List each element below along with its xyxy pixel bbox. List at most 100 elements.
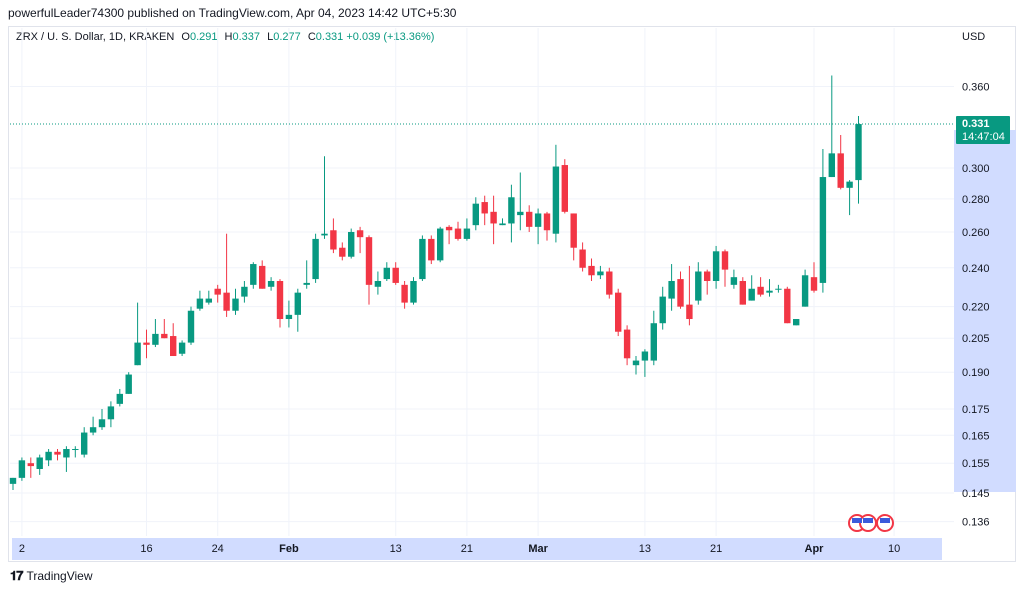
candle[interactable] <box>259 260 266 289</box>
candle[interactable] <box>63 446 70 472</box>
symbol-label[interactable]: ZRX / U. S. Dollar, 1D, KRAKEN <box>16 31 175 43</box>
candle[interactable] <box>837 134 844 190</box>
currency-label[interactable]: USD <box>962 31 986 43</box>
candle[interactable] <box>178 340 186 357</box>
candle[interactable] <box>606 267 613 299</box>
candle[interactable] <box>810 262 818 293</box>
candle[interactable] <box>267 277 275 291</box>
candle[interactable] <box>490 195 497 245</box>
candle[interactable] <box>125 372 132 394</box>
candle[interactable] <box>793 319 800 326</box>
candle[interactable] <box>775 284 782 293</box>
candle[interactable] <box>419 235 426 281</box>
candle[interactable] <box>846 180 853 216</box>
candle[interactable] <box>303 260 310 289</box>
candle[interactable] <box>730 269 738 289</box>
candle[interactable] <box>170 323 177 357</box>
candle[interactable] <box>81 427 88 458</box>
candle[interactable] <box>526 205 533 232</box>
candle[interactable] <box>98 408 106 430</box>
candle[interactable] <box>312 233 319 283</box>
candle[interactable] <box>365 235 373 305</box>
candle[interactable] <box>623 325 631 366</box>
candle[interactable] <box>18 457 26 481</box>
candle[interactable] <box>757 277 764 297</box>
candle[interactable] <box>36 454 43 475</box>
candle[interactable] <box>187 306 195 345</box>
candle[interactable] <box>463 218 471 241</box>
candle[interactable] <box>321 156 328 239</box>
candle[interactable] <box>819 149 827 293</box>
candle[interactable] <box>668 264 675 311</box>
candle[interactable] <box>89 416 97 436</box>
candle[interactable] <box>766 279 773 297</box>
candle[interactable] <box>196 290 204 311</box>
candle[interactable] <box>739 277 746 305</box>
candle[interactable] <box>748 275 755 301</box>
candle[interactable] <box>454 221 462 241</box>
event-flags[interactable] <box>848 514 894 532</box>
candle[interactable] <box>107 401 115 428</box>
candle[interactable] <box>374 271 382 295</box>
candle[interactable] <box>677 271 684 309</box>
candle[interactable] <box>784 286 791 324</box>
candle[interactable] <box>45 449 52 467</box>
candle[interactable] <box>356 226 364 254</box>
candle[interactable] <box>828 75 835 178</box>
candle[interactable] <box>401 280 408 309</box>
candle[interactable] <box>579 242 586 272</box>
candle[interactable] <box>721 249 729 287</box>
candle[interactable] <box>552 144 560 243</box>
candle[interactable] <box>330 218 337 254</box>
candle[interactable] <box>641 349 649 377</box>
candle[interactable] <box>72 446 79 458</box>
candle[interactable] <box>499 218 506 226</box>
candle[interactable] <box>339 242 346 261</box>
candle[interactable] <box>214 284 221 303</box>
candle[interactable] <box>161 319 168 339</box>
candle[interactable] <box>445 225 453 245</box>
candle[interactable] <box>54 449 61 461</box>
candle[interactable] <box>348 228 355 259</box>
candle[interactable] <box>543 211 551 241</box>
candle[interactable] <box>241 280 248 303</box>
candle[interactable] <box>472 197 479 231</box>
candle[interactable] <box>517 172 524 231</box>
candle[interactable] <box>712 245 720 289</box>
candle[interactable] <box>27 457 34 478</box>
candle[interactable] <box>534 208 542 245</box>
candle[interactable] <box>294 288 301 332</box>
candle[interactable] <box>597 265 604 280</box>
candle[interactable] <box>410 277 417 305</box>
candle[interactable] <box>659 286 666 330</box>
candle[interactable] <box>855 116 862 204</box>
candle[interactable] <box>704 269 711 295</box>
candle[interactable] <box>650 310 657 366</box>
candle[interactable] <box>615 288 622 337</box>
candle[interactable] <box>134 302 141 366</box>
candle[interactable] <box>561 159 568 214</box>
candle[interactable] <box>116 388 123 407</box>
candle[interactable] <box>383 262 390 281</box>
candle[interactable] <box>508 184 515 243</box>
candle[interactable] <box>223 233 230 317</box>
candle[interactable] <box>588 258 595 281</box>
candle[interactable] <box>801 269 809 307</box>
candle[interactable] <box>9 477 17 490</box>
candle[interactable] <box>428 235 435 265</box>
candle[interactable] <box>392 262 399 285</box>
candle[interactable] <box>695 262 702 305</box>
candle[interactable] <box>152 319 159 348</box>
candle[interactable] <box>686 265 693 326</box>
candle[interactable] <box>232 288 239 315</box>
candle[interactable] <box>250 262 257 289</box>
candle[interactable] <box>632 356 640 375</box>
candle[interactable] <box>285 300 293 328</box>
candle[interactable] <box>276 279 284 328</box>
footer-branding[interactable]: 𝟏𝟕 TradingView <box>10 568 93 584</box>
candle[interactable] <box>143 329 150 359</box>
candle[interactable] <box>570 213 577 261</box>
candle[interactable] <box>481 195 488 226</box>
candle[interactable] <box>437 226 444 263</box>
